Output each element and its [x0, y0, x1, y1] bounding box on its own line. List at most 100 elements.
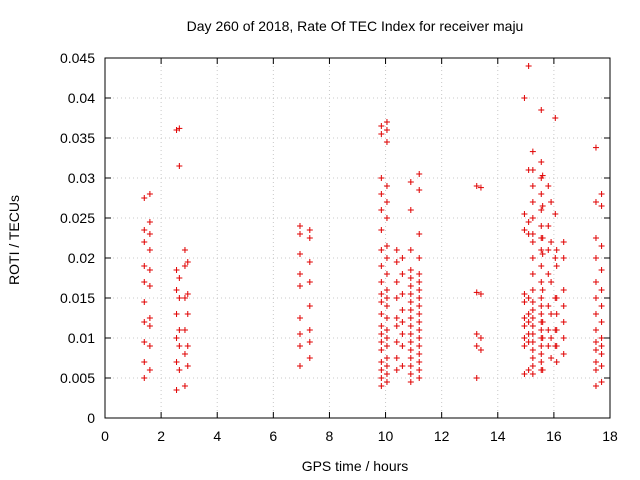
data-point: [383, 371, 390, 377]
data-point: [146, 219, 153, 225]
data-point: [184, 363, 191, 369]
data-point: [383, 127, 390, 133]
data-point: [378, 207, 385, 213]
data-point: [296, 271, 303, 277]
data-point: [525, 295, 532, 301]
data-point: [296, 283, 303, 289]
data-point: [545, 247, 552, 253]
data-point: [407, 307, 414, 313]
data-point: [173, 311, 180, 317]
data-point: [141, 375, 148, 381]
data-point: [529, 287, 536, 293]
data-point: [393, 315, 400, 321]
data-points: [141, 63, 605, 393]
data-point: [184, 311, 191, 317]
data-point: [548, 355, 555, 361]
data-point: [407, 267, 414, 273]
data-point: [296, 223, 303, 229]
data-point: [296, 231, 303, 237]
data-point: [473, 331, 480, 337]
y-tick-label: 0.04: [68, 90, 95, 106]
data-point: [399, 307, 406, 313]
data-point: [176, 163, 183, 169]
data-point: [592, 327, 599, 333]
data-point: [560, 287, 567, 293]
data-point: [383, 327, 390, 333]
data-point: [545, 271, 552, 277]
data-point: [306, 235, 313, 241]
data-point: [383, 363, 390, 369]
data-point: [529, 271, 536, 277]
data-point: [529, 331, 536, 337]
data-point: [181, 263, 188, 269]
data-point: [529, 339, 536, 345]
data-point: [399, 271, 406, 277]
data-point: [592, 383, 599, 389]
data-point: [407, 291, 414, 297]
data-point: [473, 375, 480, 381]
data-point: [407, 179, 414, 185]
data-point: [539, 172, 546, 179]
data-point: [399, 319, 406, 325]
data-point: [539, 235, 546, 241]
data-point: [592, 255, 599, 261]
data-point: [560, 303, 567, 309]
y-tick-label: 0.03: [68, 170, 95, 186]
data-point: [598, 363, 605, 369]
data-point: [560, 351, 567, 357]
data-point: [383, 215, 390, 221]
data-point: [521, 299, 528, 305]
data-point: [477, 335, 484, 341]
data-point: [407, 323, 414, 329]
data-point: [553, 359, 560, 365]
data-point: [529, 323, 536, 329]
data-point: [539, 319, 546, 325]
data-point: [592, 144, 599, 151]
data-point: [525, 319, 532, 325]
data-point: [141, 359, 148, 365]
data-point: [416, 327, 423, 333]
data-point: [296, 315, 303, 321]
data-point: [539, 251, 546, 257]
data-point: [176, 367, 183, 373]
data-point: [306, 355, 313, 361]
data-point: [553, 311, 560, 317]
data-point: [378, 339, 385, 345]
data-point: [146, 367, 153, 373]
data-point: [378, 131, 385, 137]
data-point: [525, 311, 532, 317]
data-point: [378, 311, 385, 317]
data-point: [407, 275, 414, 281]
data-point: [393, 355, 400, 361]
data-point: [407, 339, 414, 345]
data-point: [560, 255, 567, 261]
data-point: [181, 327, 188, 333]
data-point: [383, 335, 390, 341]
data-point: [407, 379, 414, 385]
data-point: [141, 339, 148, 345]
data-point: [407, 283, 414, 289]
data-point: [181, 351, 188, 357]
data-point: [598, 319, 605, 325]
data-point: [592, 359, 599, 365]
data-point: [399, 255, 406, 261]
data-point: [473, 289, 480, 296]
data-point: [592, 295, 599, 301]
x-tick-label: 2: [157, 428, 165, 444]
data-point: [598, 379, 605, 385]
data-point: [416, 303, 423, 309]
data-point: [378, 291, 385, 297]
data-point: [181, 295, 188, 301]
data-point: [539, 367, 546, 373]
data-point: [173, 359, 180, 365]
data-point: [538, 295, 545, 301]
data-point: [296, 331, 303, 337]
data-point: [529, 183, 536, 189]
data-point: [538, 279, 545, 285]
y-tick-label: 0.015: [60, 290, 95, 306]
data-point: [416, 287, 423, 293]
data-point: [416, 271, 423, 277]
data-point: [548, 239, 555, 245]
y-tick-label: 0.035: [60, 130, 95, 146]
data-point: [378, 383, 385, 389]
